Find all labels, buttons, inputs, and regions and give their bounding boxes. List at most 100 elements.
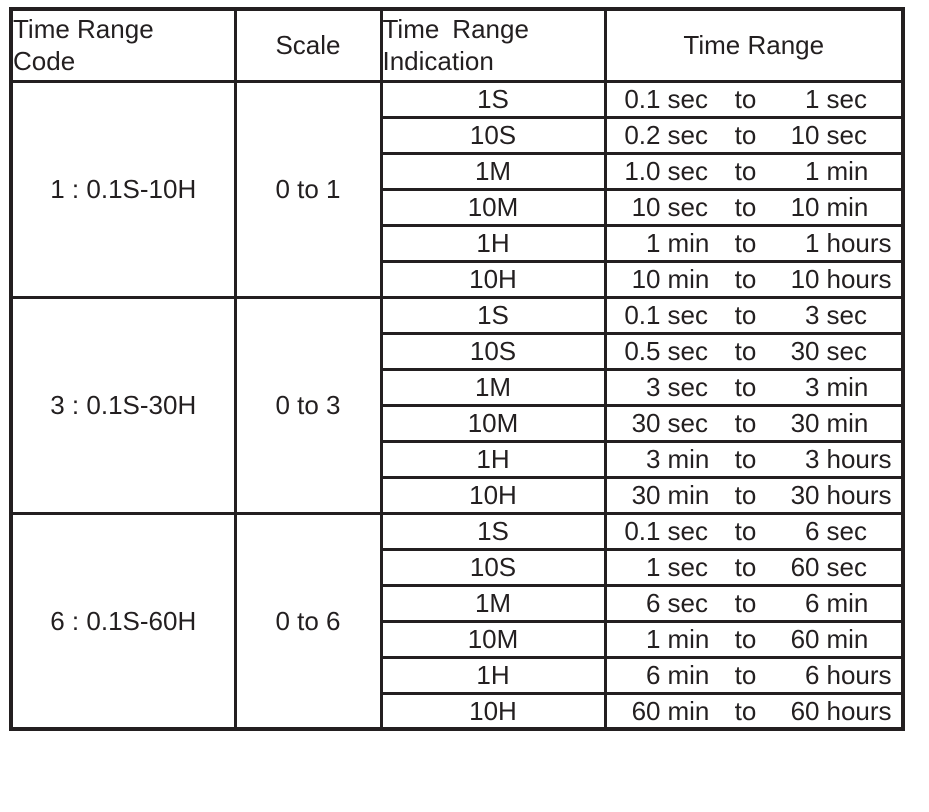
table-row: 1 : 0.1S-10H 0 to 1 1S 0.1 sec to 1 sec (9, 79, 905, 299)
range-from-unit: sec (667, 191, 708, 222)
table-row: 10M 10 sec to 10 min (11, 187, 905, 227)
indication-cell: 1M (379, 151, 607, 191)
range-to-unit: hours (826, 659, 892, 690)
indication-cell: 10M (379, 403, 607, 443)
range-to-unit: hours (826, 443, 892, 474)
time-range-cell: 1 sec to 60 sec (603, 547, 905, 587)
time-range-cell: 30 sec to 30 min (603, 403, 905, 443)
range-to-value: 30 (790, 335, 820, 366)
indication-cell: 1M (379, 583, 607, 623)
time-range-cell: 6 min to 6 hours (603, 655, 905, 695)
time-range-table: Time Range Code Scale Time Range Indicat… (9, 7, 905, 731)
time-range-cell: 10 sec to 10 min (603, 187, 905, 227)
indication-cell: 10M (379, 187, 607, 227)
time-range-cell: 3 min to 3 hours (603, 439, 905, 479)
header-time-range-code: Time Range Code (9, 7, 237, 83)
range-to-value: 6 (805, 659, 820, 690)
table-row: 10S 0.5 sec to 30 sec (11, 331, 905, 371)
time-range-cell: 1.0 sec to 1 min (603, 151, 905, 191)
range-to-value: 30 (790, 479, 820, 510)
range-from-value: 0.5 (624, 335, 661, 366)
range-to-word: to (734, 551, 757, 582)
range-from-value: 10 (631, 263, 661, 294)
range-to-word: to (734, 371, 757, 402)
range-to-value: 10 (790, 119, 820, 150)
indication-cell: 1M (379, 367, 607, 407)
range-to-unit: min (826, 623, 869, 654)
range-from-value: 0.1 (624, 515, 661, 546)
header-time-range-indication: Time Range Indication (379, 7, 607, 83)
range-to-unit: hours (826, 227, 892, 258)
time-range-cell: 0.5 sec to 30 sec (603, 331, 905, 371)
table-row: 1H 6 min to 6 hours (11, 655, 905, 695)
range-to-word: to (734, 515, 757, 546)
indication-cell: 10S (379, 331, 607, 371)
table-row: 10S 0.2 sec to 10 sec (11, 115, 905, 155)
time-range-cell: 0.1 sec to 1 sec (603, 79, 905, 119)
range-to-word: to (734, 695, 757, 726)
range-from-unit: sec (667, 335, 708, 366)
range-to-word: to (734, 191, 757, 222)
table-row: 1M 6 sec to 6 min (11, 583, 905, 623)
table-row: 6 : 0.1S-60H 0 to 6 1S 0.1 sec to 6 sec (9, 511, 905, 731)
table-row: 1H 3 min to 3 hours (11, 439, 905, 479)
range-from-unit: min (667, 263, 710, 294)
table-row: 10M 1 min to 60 min (11, 619, 905, 659)
range-to-unit: min (826, 407, 869, 438)
range-to-value: 10 (790, 263, 820, 294)
range-to-word: to (734, 155, 757, 186)
range-from-unit: min (667, 227, 710, 258)
range-to-unit: sec (826, 83, 867, 114)
range-from-value: 1 (646, 551, 661, 582)
scale-cell: 0 to 1 (233, 79, 383, 299)
range-to-word: to (734, 587, 757, 618)
range-to-value: 3 (805, 299, 820, 330)
range-to-word: to (734, 479, 757, 510)
time-range-cell: 0.1 sec to 3 sec (603, 295, 905, 335)
range-to-unit: hours (826, 263, 892, 294)
range-to-word: to (734, 119, 757, 150)
range-to-word: to (734, 407, 757, 438)
time-range-cell: 1 min to 1 hours (603, 223, 905, 263)
table-row: 1H 1 min to 1 hours (11, 223, 905, 263)
time-range-cell: 30 min to 30 hours (603, 475, 905, 515)
range-to-value: 1 (805, 155, 820, 186)
table-row: 10H 30 min to 30 hours (11, 475, 905, 515)
range-from-unit: sec (667, 551, 708, 582)
range-from-unit: sec (667, 587, 708, 618)
range-to-unit: min (826, 191, 869, 222)
table-row: 10M 30 sec to 30 min (11, 403, 905, 443)
time-range-cell: 0.2 sec to 10 sec (603, 115, 905, 155)
range-from-unit: min (667, 659, 710, 690)
table-row: 1M 1.0 sec to 1 min (11, 151, 905, 191)
indication-cell: 1H (379, 655, 607, 695)
time-range-cell: 10 min to 10 hours (603, 259, 905, 299)
range-to-value: 60 (790, 623, 820, 654)
range-from-value: 30 (631, 407, 661, 438)
indication-cell: 10H (379, 691, 607, 731)
indication-cell: 10S (379, 115, 607, 155)
indication-cell: 1S (379, 79, 607, 119)
scale-cell: 0 to 3 (233, 295, 383, 515)
range-to-word: to (734, 83, 757, 114)
range-from-unit: sec (667, 407, 708, 438)
range-to-unit: sec (826, 551, 867, 582)
range-to-value: 1 (805, 83, 820, 114)
range-from-unit: sec (667, 371, 708, 402)
range-from-unit: sec (667, 83, 708, 114)
time-range-cell: 1 min to 60 min (603, 619, 905, 659)
header-time-range: Time Range (603, 7, 905, 83)
range-from-value: 30 (631, 479, 661, 510)
table-row: 10S 1 sec to 60 sec (11, 547, 905, 587)
time-range-cell: 60 min to 60 hours (603, 691, 905, 731)
range-to-word: to (734, 335, 757, 366)
range-to-unit: sec (826, 335, 867, 366)
range-from-value: 1 (646, 227, 661, 258)
range-to-unit: min (826, 155, 869, 186)
scale-cell: 0 to 6 (233, 511, 383, 731)
indication-cell: 1S (379, 511, 607, 551)
table-row: 1M 3 sec to 3 min (11, 367, 905, 407)
table-row: 10H 60 min to 60 hours (11, 691, 905, 731)
indication-cell: 10S (379, 547, 607, 587)
range-to-unit: min (826, 587, 869, 618)
